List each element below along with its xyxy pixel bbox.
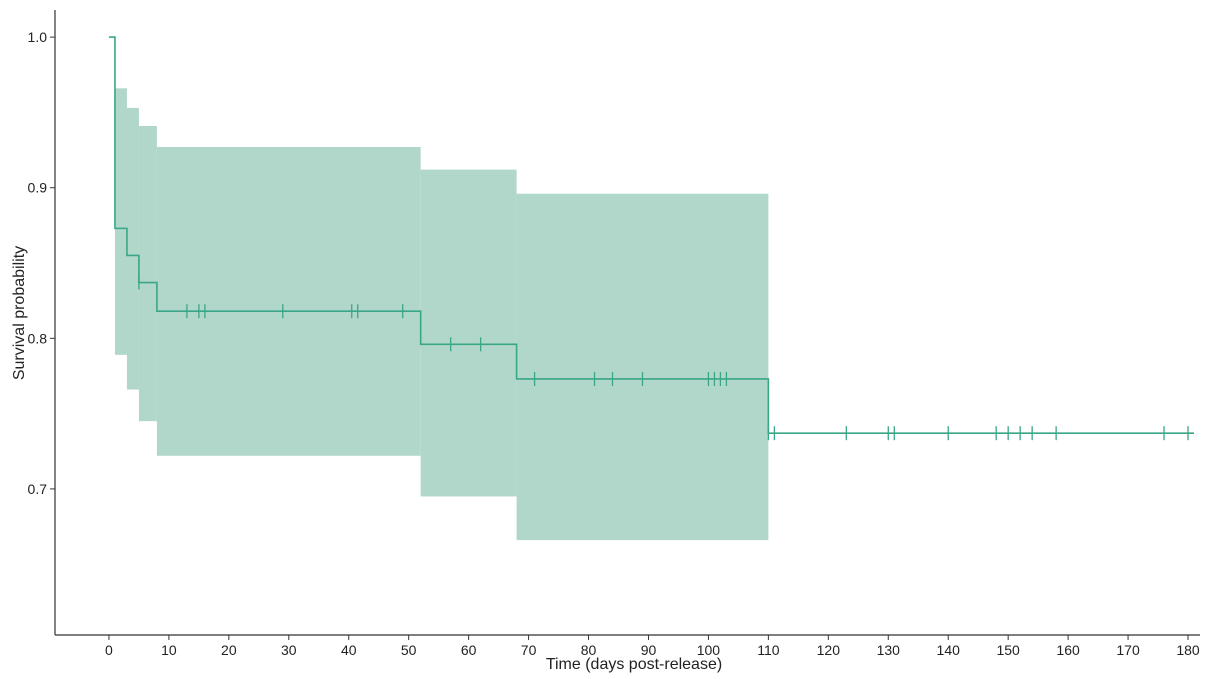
x-tick-label-130: 130	[877, 642, 901, 658]
x-tick-label-180: 180	[1176, 642, 1200, 658]
y-axis-title: Survival probability	[11, 246, 28, 380]
x-tick-label-110: 110	[757, 642, 780, 658]
confidence-band-segment-2	[138, 125, 157, 422]
x-tick-label-90: 90	[641, 642, 657, 658]
y-axis-ticks: 0.7 0.8 0.9 1.0	[28, 29, 55, 497]
confidence-band-segment-1	[126, 107, 139, 390]
x-tick-label-100: 100	[697, 642, 721, 658]
y-tick-label-3: 1.0	[28, 29, 48, 45]
x-tick-label-170: 170	[1116, 642, 1140, 658]
x-tick-label-140: 140	[937, 642, 961, 658]
x-tick-label-150: 150	[996, 642, 1020, 658]
confidence-band-segment-0	[114, 88, 127, 355]
axes	[54, 10, 1200, 636]
x-tick-label-80: 80	[581, 642, 597, 658]
confidence-band	[114, 88, 769, 541]
x-tick-label-120: 120	[817, 642, 841, 658]
confidence-band-segment-3	[156, 147, 421, 456]
censor-marks	[138, 275, 1189, 441]
confidence-band-segment-5	[516, 193, 769, 541]
y-tick-label-2: 0.9	[28, 180, 48, 196]
x-tick-label-160: 160	[1056, 642, 1080, 658]
confidence-band-segment-4	[420, 169, 517, 497]
x-axis-ticks: 0 10 20 30 40 50 60 70 80 90 100 110 120 130 140 150 160…	[105, 635, 1200, 658]
x-tick-label-40: 40	[341, 642, 357, 658]
x-tick-label-0: 0	[105, 642, 113, 658]
x-axis-title: Time (days post-release)	[546, 656, 722, 673]
y-tick-label-1: 0.8	[28, 330, 48, 346]
x-tick-label-30: 30	[281, 642, 297, 658]
x-tick-label-20: 20	[221, 642, 237, 658]
y-tick-label-0: 0.7	[28, 481, 48, 497]
x-tick-label-50: 50	[401, 642, 417, 658]
x-tick-label-60: 60	[461, 642, 477, 658]
x-tick-label-10: 10	[161, 642, 177, 658]
x-tick-label-70: 70	[521, 642, 537, 658]
